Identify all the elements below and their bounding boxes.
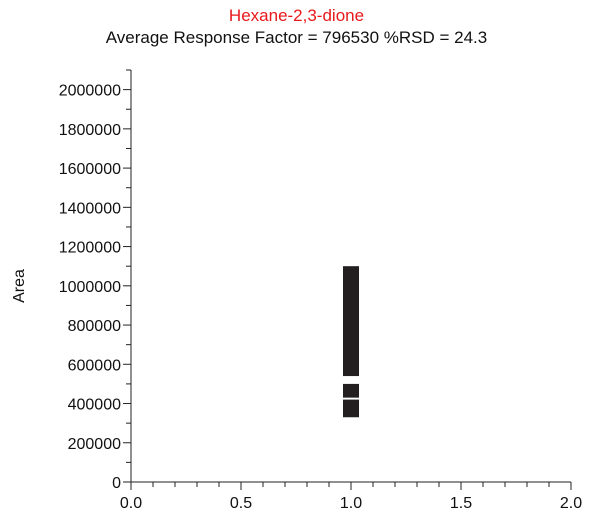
y-tick-label: 400000	[68, 397, 121, 414]
y-tick-label: 2000000	[59, 83, 121, 100]
data-bar-segment	[343, 266, 359, 377]
y-tick-label: 1000000	[59, 279, 121, 296]
y-tick-label: 600000	[68, 357, 121, 374]
y-tick-label: 0	[112, 475, 121, 492]
x-tick-label: 0.0	[120, 495, 142, 512]
y-tick-label: 200000	[68, 436, 121, 453]
axes: 0.0 0.5 1.0 1.5 2.0 0 200000 400000 600000 800000…	[59, 69, 582, 512]
data-bar-segment	[343, 383, 359, 398]
x-tick-label: 1.0	[340, 495, 362, 512]
x-tick-label: 2.0	[560, 495, 582, 512]
y-tick-label: 800000	[68, 318, 121, 335]
chart-subtitle: Average Response Factor = 796530 %RSD = …	[105, 28, 488, 47]
x-tick-label: 0.5	[230, 495, 252, 512]
y-tick-label: 1800000	[59, 122, 121, 139]
y-tick-label: 1200000	[59, 240, 121, 257]
y-tick-label: 1400000	[59, 200, 121, 217]
y-tick-label: 1600000	[59, 161, 121, 178]
data-marks	[343, 266, 359, 418]
chart-title: Hexane-2,3-dione	[228, 6, 365, 25]
y-axis-label: Area	[11, 269, 28, 303]
data-bar-segment	[343, 399, 359, 418]
x-tick-label: 1.5	[450, 495, 472, 512]
